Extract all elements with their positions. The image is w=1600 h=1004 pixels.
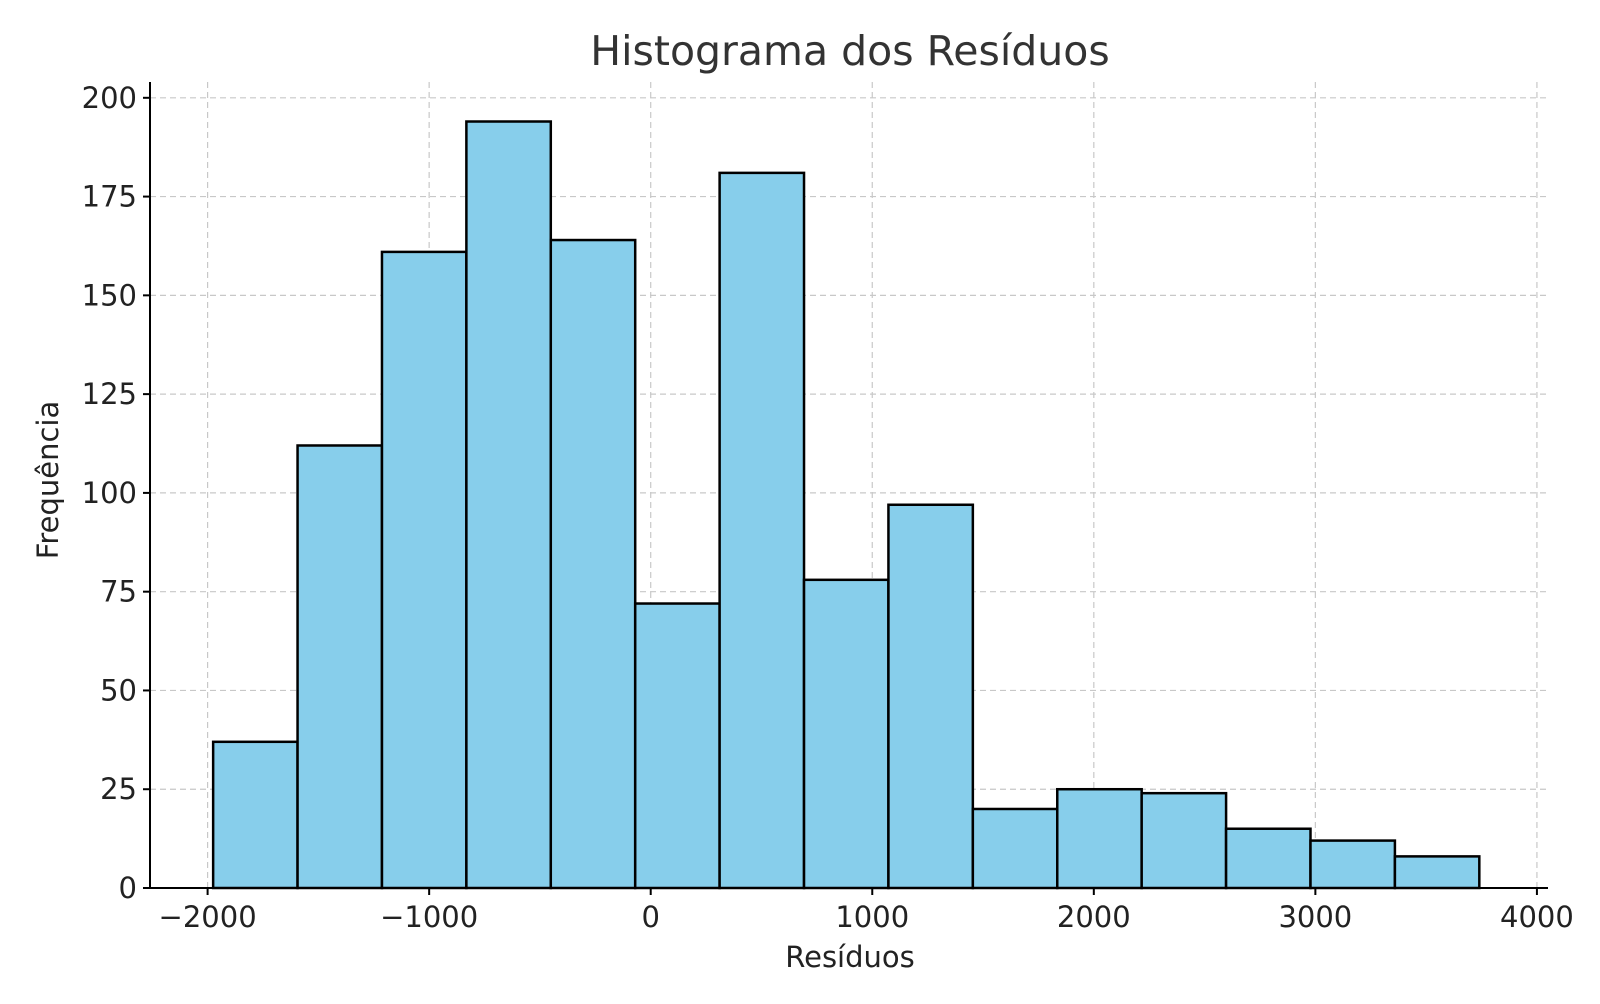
histogram-bar (211, 740, 299, 890)
x-tick-label: 1000 (835, 900, 909, 934)
x-tick-label: 0 (641, 900, 659, 934)
bars (211, 120, 1481, 890)
y-axis-label: Frequência (31, 401, 65, 559)
histogram-bar (633, 602, 721, 890)
histogram-bar (887, 503, 975, 890)
histogram-bar (1393, 855, 1481, 890)
x-axis-label: Resíduos (785, 940, 915, 974)
histogram-bar (296, 444, 384, 890)
ticks: −2000 −1000 0 1000 2000 3000 4000 0 25 50 75 100 125… (82, 81, 1574, 934)
histogram-bar (802, 578, 890, 890)
histogram-bar (718, 171, 806, 890)
histogram-bar (380, 250, 468, 890)
y-tick-label: 150 (82, 278, 137, 312)
histogram-bar (1224, 827, 1312, 890)
histogram-bar (549, 238, 637, 890)
histogram-bar (1309, 839, 1397, 890)
chart-title: Histograma dos Resíduos (590, 27, 1109, 75)
y-tick-label: 200 (82, 81, 137, 115)
x-tick-label: 2000 (1057, 900, 1131, 934)
y-tick-label: 50 (100, 673, 137, 707)
histogram-bar (971, 807, 1059, 890)
histogram-bar (1056, 787, 1143, 890)
y-tick-label: 0 (119, 871, 137, 905)
y-tick-label: 25 (100, 772, 137, 806)
histogram-bar (1140, 791, 1228, 890)
histogram-bar (465, 120, 553, 890)
y-tick-label: 175 (82, 180, 137, 214)
x-tick-label: −1000 (380, 900, 478, 934)
y-tick-label: 125 (82, 377, 137, 411)
x-tick-label: −2000 (159, 900, 257, 934)
y-tick-label: 100 (82, 476, 137, 510)
x-tick-label: 3000 (1278, 900, 1352, 934)
y-tick-label: 75 (100, 575, 137, 609)
x-tick-label: 4000 (1500, 900, 1574, 934)
